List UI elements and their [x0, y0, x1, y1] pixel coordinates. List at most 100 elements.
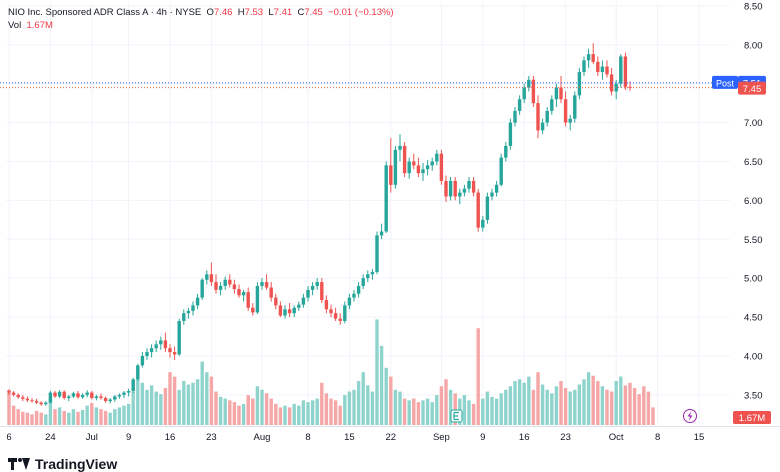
- volume-bar: [333, 400, 338, 425]
- candle-body: [504, 145, 508, 158]
- volume-bar: [444, 379, 448, 425]
- volume-bar: [379, 345, 384, 425]
- volume-bar: [522, 382, 526, 425]
- candle-body: [343, 305, 347, 321]
- volume-bar: [554, 386, 559, 425]
- candle-body: [21, 397, 25, 399]
- volume-bar: [651, 407, 655, 425]
- volume-bar: [596, 381, 600, 425]
- candle-body: [453, 180, 457, 197]
- x-tick-label: 24: [45, 432, 56, 443]
- volume-bar: [306, 402, 310, 425]
- candle-body: [527, 79, 531, 88]
- volume-bar: [494, 398, 499, 425]
- volume-bar: [301, 400, 306, 425]
- volume-bar: [536, 372, 540, 425]
- candle-body: [421, 169, 425, 174]
- candle-body: [545, 110, 549, 123]
- change-value: −0.01 (−0.13%): [328, 7, 394, 18]
- volume-bar: [370, 391, 375, 425]
- volume-bar: [632, 388, 637, 425]
- candle-body: [209, 274, 214, 283]
- volume-bar: [490, 396, 494, 425]
- x-tick-label: 9: [126, 432, 131, 443]
- earnings-e-glyph: [453, 411, 459, 421]
- candle-body: [264, 282, 269, 288]
- x-tick-label: 15: [694, 432, 705, 443]
- volume-bar: [278, 407, 283, 425]
- candle-body: [490, 192, 494, 197]
- candle-body: [113, 396, 117, 400]
- volume-bar: [283, 405, 287, 425]
- candle-body: [131, 379, 135, 391]
- volume-bar: [53, 409, 57, 425]
- volume-value: 1.67M: [26, 20, 53, 31]
- symbol-title[interactable]: NIO Inc. Sponsored ADR Class A · 4h · NY…: [8, 7, 202, 18]
- chart-grid: [6, 2, 730, 426]
- candle-body: [11, 392, 16, 395]
- volume-bar: [619, 376, 623, 425]
- candle-body: [435, 153, 439, 162]
- candle-body: [214, 282, 218, 290]
- candle-body: [508, 122, 513, 146]
- candle-body: [324, 299, 329, 310]
- candle-body: [228, 279, 232, 285]
- volume-bar: [545, 389, 549, 425]
- volume-bar: [136, 379, 140, 425]
- candle-body: [412, 161, 416, 166]
- volume-bar: [646, 391, 651, 425]
- candle-body: [269, 287, 273, 298]
- candle-body: [605, 66, 609, 75]
- volume-bar: [628, 382, 632, 425]
- volume-bar: [34, 410, 39, 425]
- candle-body: [494, 184, 499, 193]
- x-tick-label: Aug: [254, 432, 271, 443]
- candle-body: [297, 304, 301, 308]
- volume-bar: [481, 398, 485, 425]
- candle-body: [145, 352, 149, 356]
- x-tick-label: 6: [6, 432, 11, 443]
- volume-bar: [614, 381, 618, 425]
- candle-body: [71, 393, 76, 397]
- volume-bar: [214, 391, 218, 425]
- x-tick-label: 22: [386, 432, 397, 443]
- x-tick-label: 23: [206, 432, 217, 443]
- candle-body: [476, 192, 480, 228]
- volume-bar: [7, 389, 11, 425]
- candle-body: [159, 340, 163, 345]
- candle-body: [531, 79, 536, 104]
- candle-body: [398, 145, 402, 150]
- candle-body: [384, 165, 388, 232]
- candle-body: [393, 149, 398, 185]
- candle-body: [163, 340, 168, 349]
- volume-bar: [642, 386, 646, 425]
- volume-bar: [573, 389, 577, 425]
- tradingview-logo[interactable]: TradingView: [8, 456, 117, 472]
- volume-bar: [637, 394, 641, 425]
- volume-bar: [223, 398, 227, 425]
- volume-bar: [237, 405, 241, 425]
- candle-body: [122, 392, 126, 395]
- volume-bar: [145, 389, 149, 425]
- volume-bar: [21, 411, 25, 425]
- candle-body: [85, 392, 89, 395]
- candle-body: [48, 392, 53, 403]
- candle-body: [168, 348, 172, 353]
- volume-bar: [57, 407, 62, 425]
- volume-bar: [527, 376, 531, 425]
- candle-body: [76, 393, 80, 398]
- time-axis[interactable]: 6 24 Jul 9 16 23 Aug 8 15 22 Sep 9 16 23 Oct 8 15: [0, 426, 780, 444]
- candle-body: [306, 289, 310, 298]
- volume-bar: [126, 403, 131, 425]
- volume-bar: [260, 389, 264, 425]
- candle-body: [430, 161, 434, 166]
- volume-bar: [25, 412, 30, 425]
- candle-body: [117, 394, 122, 397]
- candle-body: [103, 397, 108, 402]
- price-axis[interactable]: 3.504.004.505.005.506.006.507.007.508.00…: [744, 1, 763, 401]
- volume-bar: [366, 385, 370, 425]
- y-tick-label: 7.00: [744, 118, 763, 129]
- volume-bar: [504, 389, 508, 425]
